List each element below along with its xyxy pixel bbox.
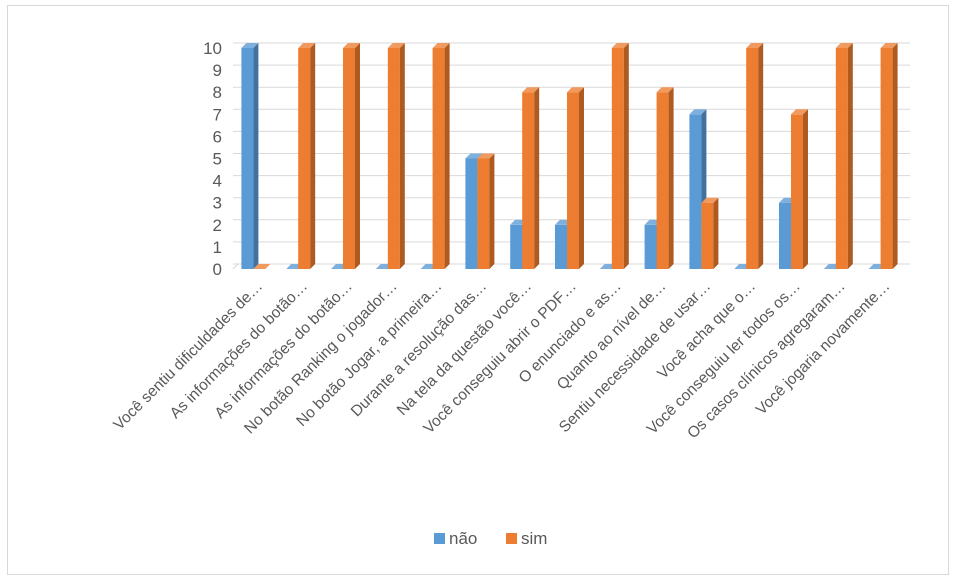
y-tick-label: 10 <box>203 39 222 58</box>
bar-sim <box>477 153 495 269</box>
y-tick-label: 5 <box>213 150 222 169</box>
y-axis-ticks: 0 1 2 3 4 5 6 7 8 9 10 <box>203 39 222 279</box>
bar-chart: 0 1 2 3 4 5 6 7 8 9 10 Você sentiu dificuldades de… <box>110 39 910 548</box>
bars <box>241 43 898 269</box>
bar-sim <box>343 43 360 269</box>
bar-sim <box>567 87 584 269</box>
y-tick-label: 1 <box>213 238 222 257</box>
y-tick-label: 7 <box>213 105 222 124</box>
y-tick-label: 4 <box>213 172 222 191</box>
bar-sim <box>835 43 853 269</box>
bar-sim <box>298 43 316 269</box>
bar-sim <box>253 264 271 269</box>
y-tick-label: 9 <box>213 61 222 80</box>
bar-sim <box>746 43 764 269</box>
legend: não sim <box>434 529 547 548</box>
y-tick-label: 0 <box>213 260 222 279</box>
y-tick-label: 3 <box>213 194 222 213</box>
chart-frame: 0 1 2 3 4 5 6 7 8 9 10 Você sentiu dificuldades de… <box>7 5 949 575</box>
legend-swatch <box>434 533 445 544</box>
x-axis-categories: Você sentiu dificuldades de…As informaçõ… <box>110 278 893 442</box>
bar-nao <box>241 43 259 269</box>
bar-sim <box>880 43 898 269</box>
axis-floor <box>232 263 910 270</box>
bar-sim <box>656 87 674 269</box>
legend-label: sim <box>521 529 547 548</box>
bar-sim <box>432 43 450 269</box>
y-tick-label: 2 <box>213 216 222 235</box>
bar-sim <box>387 43 405 269</box>
bar-sim <box>791 109 808 269</box>
y-tick-label: 8 <box>213 83 222 102</box>
legend-label: não <box>449 529 477 548</box>
bar-sim <box>701 197 719 269</box>
bar-sim <box>522 87 540 269</box>
bar-sim <box>611 43 629 269</box>
y-tick-label: 6 <box>213 127 222 146</box>
legend-swatch <box>506 533 517 544</box>
